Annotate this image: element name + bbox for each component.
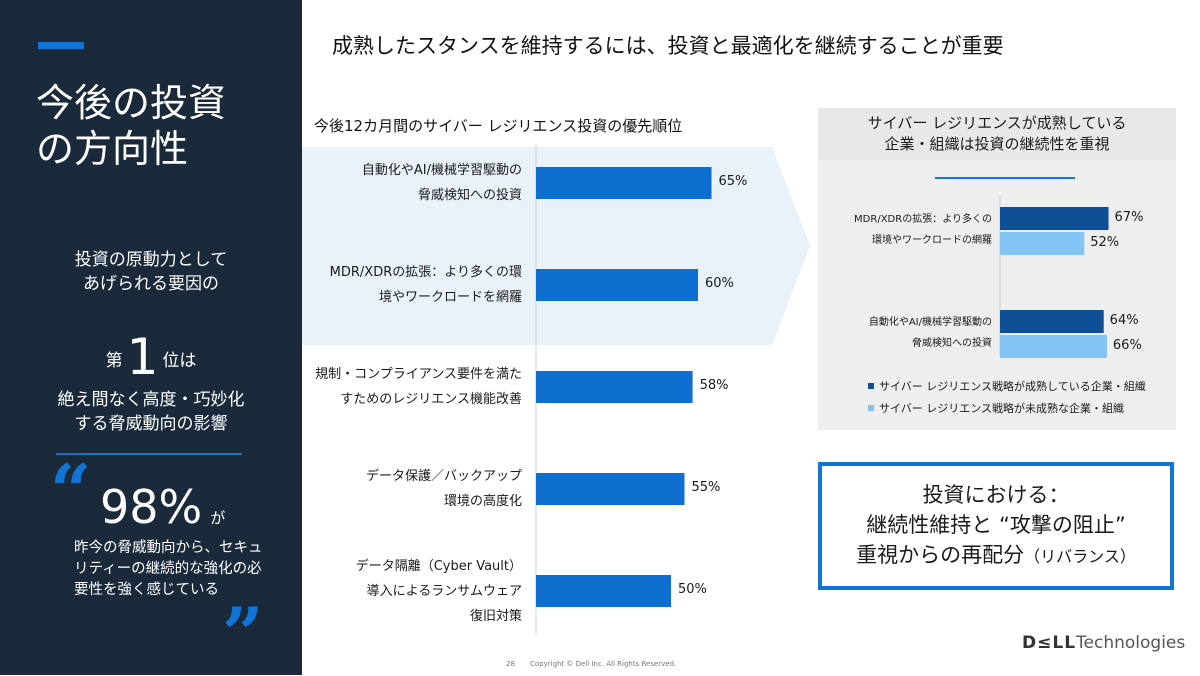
- panel-value-label: 64%: [1109, 313, 1139, 328]
- priority-chart-svg: [302, 145, 810, 635]
- panel-category-label: MDR/XDRの拡張：より多くの環境やワークロードの網羅: [820, 209, 992, 251]
- bar-immature: [1000, 335, 1107, 358]
- stat-row: 98% が: [100, 480, 225, 534]
- maturity-panel: [818, 108, 1176, 430]
- category-label-line: データ隔離（Cyber Vault）: [355, 558, 522, 574]
- rebalance-callout: 投資における： 継続性維持と “攻撃の阻止” 重視からの再配分（リバランス）: [818, 462, 1174, 590]
- bar: [536, 269, 698, 301]
- stat-value: 98%: [100, 480, 203, 534]
- rank-prefix: 第: [105, 351, 123, 371]
- rank-line: 第1 位は: [0, 328, 302, 386]
- legend-label-immature: サイバー レジリエンス戦略が未成熟な企業・組織: [879, 402, 1125, 415]
- chart-title: 今後12カ月間のサイバー レジリエンス投資の優先順位: [314, 117, 683, 135]
- dell-technologies-logo: D≤LLTechnologies: [1022, 633, 1185, 653]
- bar-value-label: 50%: [678, 582, 707, 597]
- sidebar-title-line2: の方向性: [36, 127, 189, 171]
- bar: [536, 371, 693, 403]
- category-label-line: 環境の高度化: [443, 494, 522, 509]
- maturity-panel-title: サイバー レジリエンスが成熟している 企業・組織は投資の継続性を重視: [818, 113, 1176, 155]
- panel-category-line: MDR/XDRの拡張：より多くの: [854, 214, 992, 225]
- rank-number: 1: [126, 328, 159, 386]
- callout-note: （リバランス）: [1024, 547, 1136, 566]
- maturity-chart: 67% 52% MDR/XDRの拡張：より多くの環境やワークロードの網羅 64% 66%…: [818, 195, 1176, 365]
- panel-category-line: 脅威検知への投資: [912, 338, 992, 349]
- bar-value-label: 65%: [718, 174, 748, 189]
- panel-underline: [935, 177, 1075, 179]
- panel-value-label: 66%: [1112, 338, 1142, 353]
- callout-line1: 投資における：: [922, 483, 1070, 507]
- bar-value-label: 58%: [699, 378, 729, 393]
- panel-value-label: 67%: [1114, 210, 1144, 225]
- callout-line3: 重視からの再配分（リバランス）: [822, 540, 1170, 572]
- top-factor: 絶え間なく高度・巧妙化 する脅威動向の影響: [0, 388, 302, 436]
- sidebar-divider: [56, 453, 242, 455]
- priority-chart: 65% 自動化やAI/機械学習駆動の脅威検知への投資 60% MDR/XDRの拡張：よ…: [302, 145, 810, 635]
- sidebar-title: 今後の投資 の方向性: [36, 80, 296, 172]
- category-label-line: 境やワークロードを網羅: [378, 290, 522, 305]
- category-label-line: すためのレジリエンス機能改善: [340, 392, 522, 407]
- panel-value-label: 52%: [1090, 235, 1120, 250]
- panel-title-line1: サイバー レジリエンスが成熟している: [867, 114, 1127, 132]
- panel-title-line2: 企業・組織は投資の継続性を重視: [884, 135, 1110, 153]
- open-quote-icon: “: [50, 448, 92, 533]
- category-label-line: データ保護／バックアップ: [365, 469, 522, 484]
- legend-item-mature: サイバー レジリエンス戦略が成熟している企業・組織: [868, 378, 1146, 394]
- intro-line2: あげられる要因の: [83, 274, 219, 294]
- legend-swatch-mature: [868, 383, 874, 389]
- bar: [536, 167, 712, 199]
- panel-category-line: 環境やワークロードの網羅: [872, 235, 992, 246]
- sidebar: 今後の投資 の方向性 投資の原動力として あげられる要因の 第1 位は 絶え間なく…: [0, 0, 302, 675]
- legend-item-immature: サイバー レジリエンス戦略が未成熟な企業・組織: [868, 400, 1124, 416]
- category-label: 自動化やAI/機械学習駆動の脅威検知への投資: [302, 158, 522, 208]
- panel-category-line: 自動化やAI/機械学習駆動の: [868, 317, 992, 328]
- logo-dell: D≤LL: [1022, 633, 1077, 653]
- bar-value-label: 55%: [691, 480, 721, 495]
- bar-mature: [1000, 207, 1109, 230]
- category-label-line: 導入によるランサムウェア: [366, 583, 522, 599]
- stat-suffix: が: [210, 509, 226, 527]
- bar-value-label: 60%: [705, 276, 734, 291]
- copyright: Copyright © Dell Inc. All Rights Reserve…: [530, 660, 677, 668]
- page-title: 成熟したスタンスを維持するには、投資と最適化を継続することが重要: [332, 34, 1004, 58]
- maturity-panel-heading: サイバー レジリエンスが成熟している 企業・組織は投資の継続性を重視: [818, 108, 1176, 160]
- rank-suffix: 位は: [162, 351, 197, 371]
- category-label-line: 脅威検知への投資: [417, 188, 522, 203]
- intro-line1: 投資の原動力として: [74, 250, 228, 270]
- bar: [536, 575, 671, 607]
- category-label: MDR/XDRの拡張：より多くの環境やワークロードを網羅: [302, 260, 522, 310]
- bar-mature: [1000, 310, 1104, 333]
- maturity-chart-svg: [999, 195, 1109, 358]
- bar-immature: [1000, 232, 1085, 255]
- sidebar-intro: 投資の原動力として あげられる要因の: [0, 248, 302, 296]
- legend-label-mature: サイバー レジリエンス戦略が成熟している企業・組織: [879, 380, 1146, 393]
- stat-description: 昨今の脅威動向から、セキュリティーの継続的な強化の必要性を強く感じている: [74, 540, 263, 598]
- callout-line2: 継続性維持と “攻撃の阻止”: [866, 513, 1126, 537]
- category-label: データ保護／バックアップ環境の高度化: [302, 464, 522, 514]
- category-label-line: 自動化やAI/機械学習駆動の: [361, 163, 522, 178]
- close-quote-icon: ”: [222, 591, 264, 676]
- category-label-line: 規制・コンプライアンス要件を満た: [315, 367, 522, 382]
- accent-bar: [38, 42, 84, 49]
- callout-line3-text: 重視からの再配分: [856, 543, 1025, 567]
- category-label-line: 復旧対策: [469, 608, 522, 624]
- legend-swatch-immature: [868, 405, 874, 411]
- factor-line1: 絶え間なく高度・巧妙化: [57, 390, 245, 410]
- page-number: 28: [506, 660, 515, 668]
- factor-line2: する脅威動向の影響: [74, 414, 228, 434]
- logo-technologies: Technologies: [1076, 633, 1186, 653]
- panel-category-label: 自動化やAI/機械学習駆動の脅威検知への投資: [820, 312, 992, 354]
- category-label: データ隔離（Cyber Vault） 導入によるランサムウェア復旧対策: [302, 554, 522, 629]
- bar: [536, 473, 685, 505]
- sidebar-title-line1: 今後の投資: [36, 81, 227, 125]
- category-label-line: MDR/XDRの拡張：より多くの環: [329, 265, 522, 280]
- category-label: 規制・コンプライアンス要件を満たすためのレジリエンス機能改善: [302, 362, 522, 412]
